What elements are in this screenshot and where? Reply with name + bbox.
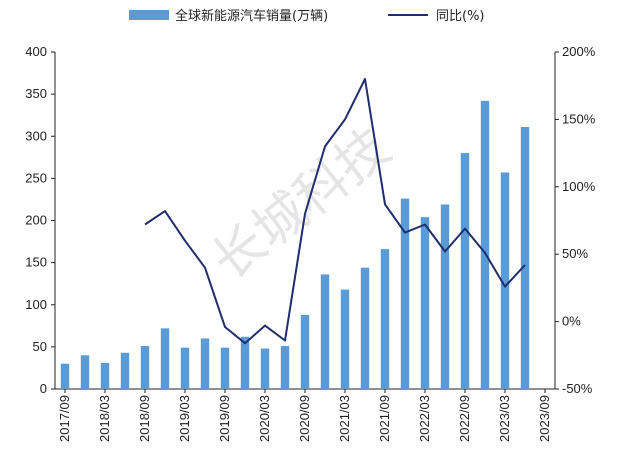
x-tick-label: 2022/03 [417, 395, 432, 442]
bar [360, 267, 370, 389]
left-tick-label: 0 [40, 381, 47, 396]
left-tick-label: 50 [33, 339, 47, 354]
right-tick-label: 200% [562, 44, 596, 59]
legend-line-label: 同比(%) [436, 9, 485, 24]
legend-bar-swatch [129, 10, 169, 20]
x-tick-label: 2021/03 [337, 395, 352, 442]
x-tick-label: 2018/03 [97, 395, 112, 442]
right-tick-label: 0% [562, 314, 581, 329]
bar [480, 100, 490, 390]
bar [240, 336, 250, 389]
right-tick-label: 100% [562, 179, 596, 194]
bar [340, 289, 350, 389]
left-tick-label: 400 [25, 44, 47, 59]
bar [100, 362, 110, 389]
x-tick-label: 2020/03 [257, 395, 272, 442]
x-tick-label: 2019/09 [217, 395, 232, 442]
x-tick-label: 2020/09 [297, 395, 312, 442]
bar [300, 314, 310, 389]
left-tick-label: 200 [25, 213, 47, 228]
bar [320, 274, 330, 389]
bar [280, 346, 290, 389]
watermark: 长城科技 [201, 117, 402, 292]
x-tick-label: 2018/09 [137, 395, 152, 442]
left-tick-label: 100 [25, 297, 47, 312]
right-tick-label: -50% [562, 381, 593, 396]
bar [80, 355, 90, 389]
bar [180, 347, 190, 389]
bar [500, 172, 510, 389]
bar [200, 338, 210, 389]
bar [520, 126, 530, 390]
legend-bar-label: 全球新能源汽车销量(万辆) [175, 8, 328, 24]
left-tick-label: 350 [25, 86, 47, 101]
x-tick-label: 2023/03 [497, 395, 512, 442]
left-tick-label: 250 [25, 170, 47, 185]
bar [440, 204, 450, 389]
x-tick-label: 2023/09 [537, 395, 552, 442]
bar [380, 249, 390, 389]
x-tick-label: 2017/09 [57, 395, 72, 442]
x-tick-label: 2019/03 [177, 395, 192, 442]
bar [120, 352, 130, 389]
bar [260, 348, 270, 389]
x-tick-label: 2022/09 [457, 395, 472, 442]
bar [140, 346, 150, 389]
left-tick-label: 150 [25, 255, 47, 270]
bar [400, 198, 410, 389]
bar [60, 363, 70, 389]
bar [460, 153, 470, 389]
bar [160, 328, 170, 389]
bar [220, 347, 230, 389]
bar [420, 217, 430, 389]
right-tick-label: 50% [562, 246, 588, 261]
left-tick-label: 300 [25, 128, 47, 143]
yoy-line [144, 78, 526, 345]
x-tick-label: 2021/09 [377, 395, 392, 442]
right-tick-label: 150% [562, 111, 596, 126]
